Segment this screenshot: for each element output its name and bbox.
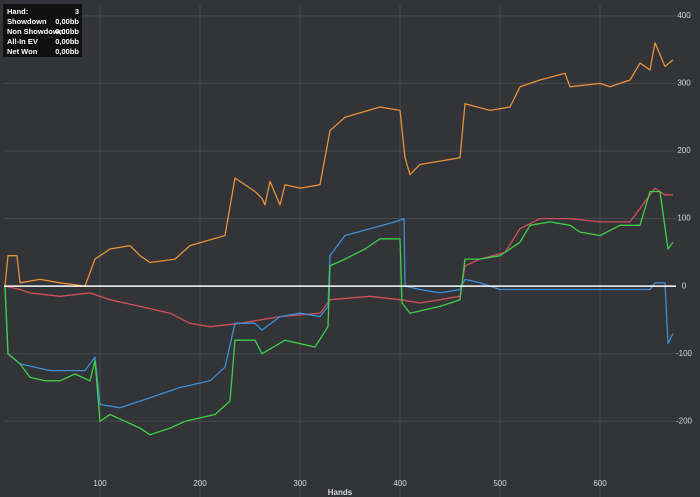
x-tick-label: 500 bbox=[493, 479, 507, 488]
x-tick-label: 200 bbox=[193, 479, 207, 488]
axes: -200 -100 0 100 200 300 400 100 200 300 400 500 600 bbox=[93, 11, 692, 488]
x-axis-label: Hands bbox=[328, 488, 353, 497]
tooltip-value: 0,00bb bbox=[55, 27, 79, 36]
tooltip-label: Showdown bbox=[7, 17, 47, 26]
tooltip-label: All-In EV bbox=[7, 37, 38, 46]
y-tick-label: 100 bbox=[677, 214, 691, 223]
x-tick-label: 400 bbox=[393, 479, 407, 488]
tooltip-box bbox=[3, 4, 82, 57]
x-tick-label: 100 bbox=[93, 479, 107, 488]
y-tick-label: -100 bbox=[676, 349, 693, 358]
y-tick-label: -200 bbox=[676, 416, 693, 425]
y-tick-label: 400 bbox=[677, 11, 691, 20]
tooltip-value: 0,00bb bbox=[55, 17, 79, 26]
tooltip-value: 0,00bb bbox=[55, 37, 79, 46]
x-tick-label: 300 bbox=[293, 479, 307, 488]
x-tick-label: 600 bbox=[593, 479, 607, 488]
tooltip-label: Hand: bbox=[7, 7, 28, 16]
y-tick-label: 0 bbox=[682, 281, 687, 290]
tooltip-value: 3 bbox=[75, 7, 79, 16]
series-line bbox=[4, 190, 674, 436]
series-line bbox=[4, 42, 674, 287]
tooltip-label: Non Showdown: bbox=[7, 27, 66, 36]
y-tick-label: 200 bbox=[677, 146, 691, 155]
lines bbox=[4, 42, 676, 436]
tooltip-label: Net Won bbox=[7, 47, 38, 56]
series-line bbox=[4, 217, 674, 409]
series-line bbox=[4, 187, 673, 328]
tooltip-value: 0,00bb bbox=[55, 47, 79, 56]
y-tick-label: 300 bbox=[677, 79, 691, 88]
